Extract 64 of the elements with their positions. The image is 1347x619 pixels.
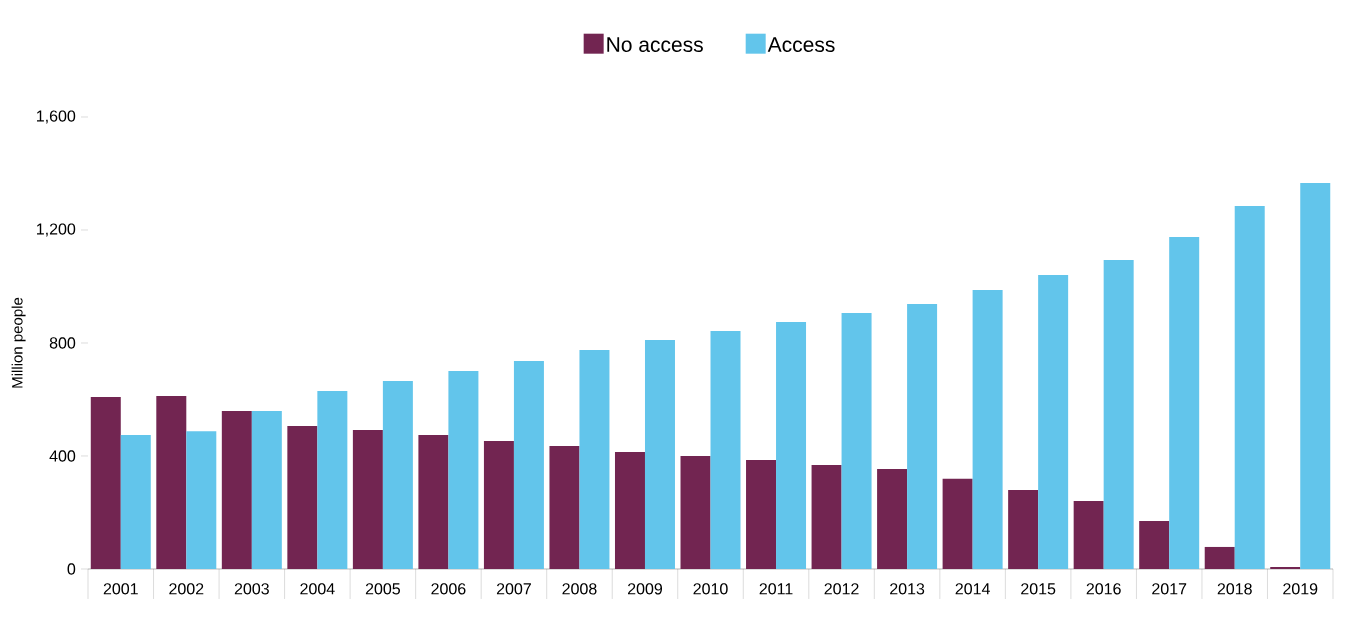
x-tick-label: 2013	[890, 583, 925, 595]
bar	[614, 452, 645, 569]
bar	[1139, 520, 1170, 569]
bar	[811, 465, 842, 569]
x-tick-label: 2012	[824, 583, 859, 595]
x-tick-label: 2004	[300, 583, 335, 595]
bar	[644, 339, 675, 569]
bar	[1008, 489, 1039, 569]
x-tick-label: 2009	[628, 583, 663, 595]
legend-label: No access	[607, 37, 703, 52]
bar	[156, 396, 187, 569]
bar	[877, 468, 908, 569]
x-tick-label: 2016	[1086, 583, 1121, 595]
y-axis-title: Million people	[11, 297, 26, 388]
bar	[579, 350, 610, 569]
y-tick-label: 400	[49, 450, 76, 462]
x-tick-label: 2005	[365, 583, 401, 595]
bar	[776, 322, 807, 569]
bar	[942, 478, 973, 569]
bar	[680, 455, 711, 569]
bar	[549, 446, 580, 569]
bar	[90, 396, 121, 569]
y-tick-label: 800	[49, 337, 76, 349]
x-tick-label: 2014	[955, 583, 990, 595]
x-tick-label: 2001	[103, 583, 138, 595]
bar	[221, 411, 252, 569]
bar	[841, 313, 872, 569]
x-tick-label: 2007	[496, 583, 531, 595]
y-tick-label: 0	[67, 563, 76, 575]
bar	[1300, 183, 1331, 569]
bar	[186, 431, 217, 569]
bar	[710, 331, 741, 569]
y-tick-label: 1,200	[36, 223, 76, 237]
x-tick-label: 2011	[759, 583, 793, 595]
bar	[483, 441, 514, 569]
bar	[418, 435, 449, 569]
bar	[513, 361, 544, 569]
x-tick-label: 2002	[169, 583, 204, 595]
bar	[120, 435, 151, 569]
x-tick-label: 2008	[562, 583, 597, 595]
x-tick-label: 2015	[1021, 583, 1056, 595]
bar	[1169, 237, 1200, 569]
bar	[382, 381, 413, 569]
legend-label: Access	[767, 37, 835, 52]
bar	[1204, 546, 1235, 569]
x-tick-label: 2018	[1217, 583, 1252, 595]
bar	[972, 289, 1003, 569]
bar	[448, 370, 479, 569]
x-tick-label: 2019	[1283, 583, 1318, 595]
bar	[251, 411, 282, 569]
bar	[352, 430, 383, 569]
bar	[1038, 274, 1069, 569]
x-tick-label: 2017	[1152, 583, 1187, 595]
x-tick-label: 2010	[693, 583, 728, 595]
bar	[317, 391, 348, 569]
bar	[1103, 259, 1134, 569]
y-tick-label: 1,600	[36, 110, 76, 124]
bar	[1234, 205, 1265, 569]
x-tick-label: 2003	[234, 583, 269, 595]
bar	[1073, 500, 1104, 569]
bar	[746, 459, 777, 569]
bar	[907, 304, 938, 569]
x-tick-label: 2006	[431, 583, 466, 595]
bar	[287, 426, 318, 569]
